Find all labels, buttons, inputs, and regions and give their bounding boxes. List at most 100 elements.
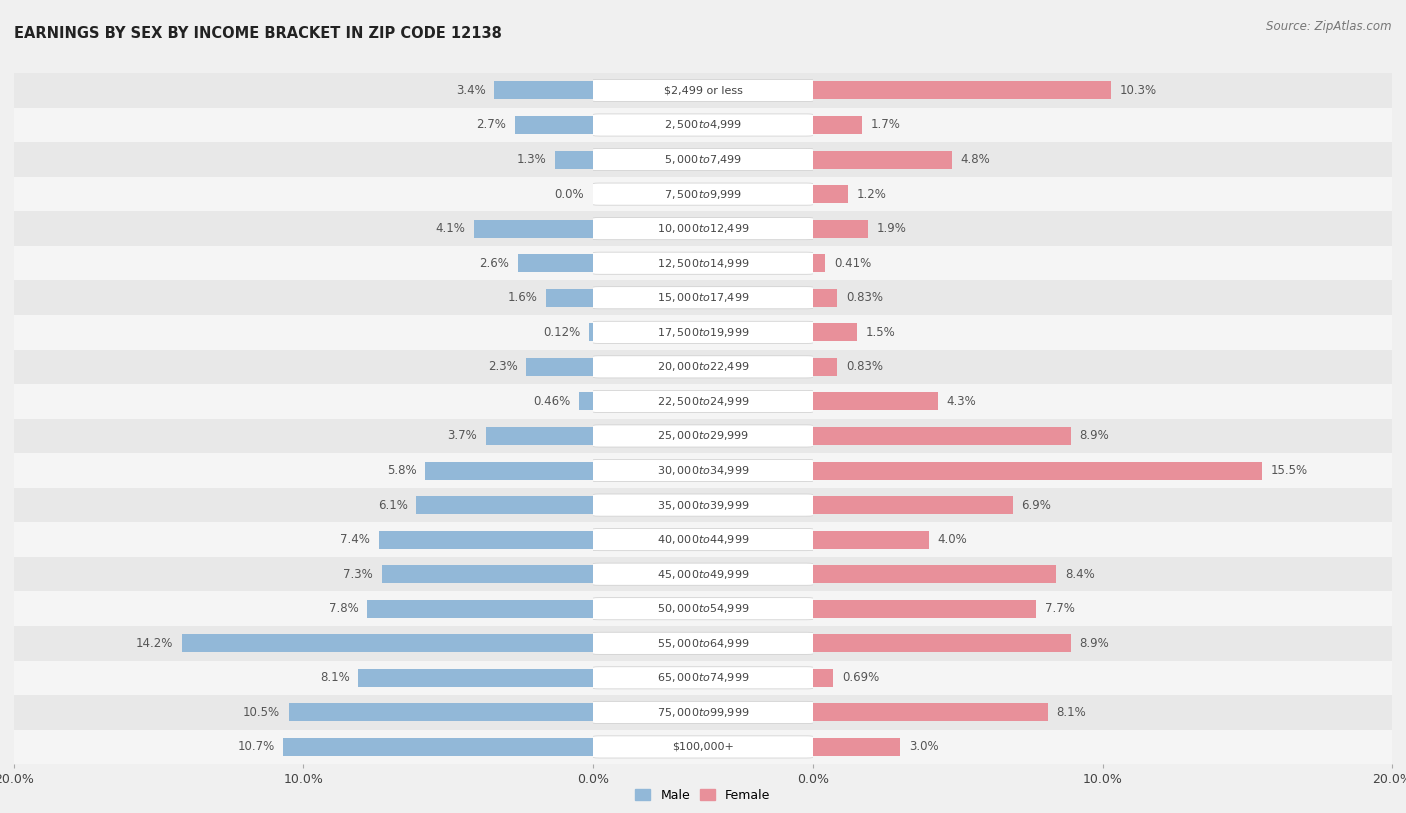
Bar (593, 419, 813, 454)
Bar (283, 738, 593, 756)
Bar (485, 427, 593, 445)
FancyBboxPatch shape (591, 321, 815, 343)
Bar (181, 634, 593, 652)
Text: $35,000 to $39,999: $35,000 to $39,999 (657, 498, 749, 511)
Bar (813, 557, 1392, 592)
Bar (290, 703, 593, 721)
Text: 7.4%: 7.4% (340, 533, 370, 546)
Bar (526, 358, 593, 376)
Text: $45,000 to $49,999: $45,000 to $49,999 (657, 567, 749, 580)
Bar (378, 531, 593, 549)
Bar (813, 73, 1392, 107)
Text: 10.3%: 10.3% (1121, 84, 1157, 97)
Bar (813, 730, 1392, 764)
Bar (515, 116, 593, 134)
FancyBboxPatch shape (591, 598, 815, 620)
Text: $10,000 to $12,499: $10,000 to $12,499 (657, 222, 749, 235)
Bar (813, 107, 1392, 142)
FancyBboxPatch shape (591, 736, 815, 758)
Text: $65,000 to $74,999: $65,000 to $74,999 (657, 672, 749, 685)
Text: 10.5%: 10.5% (243, 706, 280, 719)
Bar (367, 600, 593, 618)
Text: $17,500 to $19,999: $17,500 to $19,999 (657, 326, 749, 339)
FancyBboxPatch shape (591, 252, 815, 274)
Bar (813, 634, 1071, 652)
Bar (593, 523, 813, 557)
Text: $55,000 to $64,999: $55,000 to $64,999 (657, 637, 749, 650)
Bar (14, 730, 593, 764)
Text: $75,000 to $99,999: $75,000 to $99,999 (657, 706, 749, 719)
Bar (14, 454, 593, 488)
Text: 6.9%: 6.9% (1022, 498, 1052, 511)
Bar (593, 280, 813, 315)
Bar (813, 289, 837, 307)
Bar (813, 393, 938, 411)
Bar (593, 107, 813, 142)
Bar (813, 565, 1056, 583)
FancyBboxPatch shape (591, 114, 815, 136)
Text: 4.8%: 4.8% (960, 153, 991, 166)
Bar (495, 81, 593, 99)
Bar (14, 488, 593, 523)
Text: $12,500 to $14,999: $12,500 to $14,999 (657, 257, 749, 270)
Bar (14, 176, 593, 211)
Bar (416, 496, 593, 514)
Bar (14, 107, 593, 142)
FancyBboxPatch shape (591, 390, 815, 412)
Legend: Male, Female: Male, Female (630, 784, 776, 806)
Bar (593, 660, 813, 695)
Text: $40,000 to $44,999: $40,000 to $44,999 (657, 533, 749, 546)
Text: $50,000 to $54,999: $50,000 to $54,999 (657, 602, 749, 615)
Text: 8.9%: 8.9% (1080, 637, 1109, 650)
Bar (593, 385, 813, 419)
Text: 3.0%: 3.0% (908, 741, 938, 754)
Bar (813, 211, 1392, 246)
Text: 8.9%: 8.9% (1080, 429, 1109, 442)
Text: 0.83%: 0.83% (846, 291, 883, 304)
Bar (813, 531, 929, 549)
Bar (14, 246, 593, 280)
Bar (813, 280, 1392, 315)
Bar (381, 565, 593, 583)
FancyBboxPatch shape (591, 494, 815, 516)
Text: 8.1%: 8.1% (321, 672, 350, 685)
Bar (14, 385, 593, 419)
Bar (14, 695, 593, 730)
Bar (14, 142, 593, 176)
Text: $100,000+: $100,000+ (672, 742, 734, 752)
Text: $15,000 to $17,499: $15,000 to $17,499 (657, 291, 749, 304)
Text: 1.2%: 1.2% (856, 188, 887, 201)
Bar (593, 454, 813, 488)
Bar (555, 150, 593, 168)
FancyBboxPatch shape (591, 218, 815, 240)
Bar (593, 557, 813, 592)
Text: 7.3%: 7.3% (343, 567, 373, 580)
Bar (593, 695, 813, 730)
Bar (593, 142, 813, 176)
Bar (813, 660, 1392, 695)
Bar (593, 592, 813, 626)
Text: 2.7%: 2.7% (477, 119, 506, 132)
Bar (813, 315, 1392, 350)
Bar (14, 350, 593, 385)
Text: $25,000 to $29,999: $25,000 to $29,999 (657, 429, 749, 442)
Bar (813, 358, 837, 376)
Bar (593, 350, 813, 385)
Bar (813, 220, 869, 237)
Text: 3.7%: 3.7% (447, 429, 477, 442)
Bar (14, 523, 593, 557)
Bar (593, 176, 813, 211)
Text: 4.3%: 4.3% (946, 395, 976, 408)
Text: 15.5%: 15.5% (1271, 464, 1308, 477)
Text: 0.0%: 0.0% (554, 188, 583, 201)
Bar (813, 454, 1392, 488)
Text: 10.7%: 10.7% (238, 741, 274, 754)
Text: $2,499 or less: $2,499 or less (664, 85, 742, 95)
Bar (813, 254, 825, 272)
Bar (474, 220, 593, 237)
Bar (813, 142, 1392, 176)
Bar (813, 669, 834, 687)
Text: 6.1%: 6.1% (378, 498, 408, 511)
Text: 8.4%: 8.4% (1064, 567, 1095, 580)
Text: 2.3%: 2.3% (488, 360, 517, 373)
